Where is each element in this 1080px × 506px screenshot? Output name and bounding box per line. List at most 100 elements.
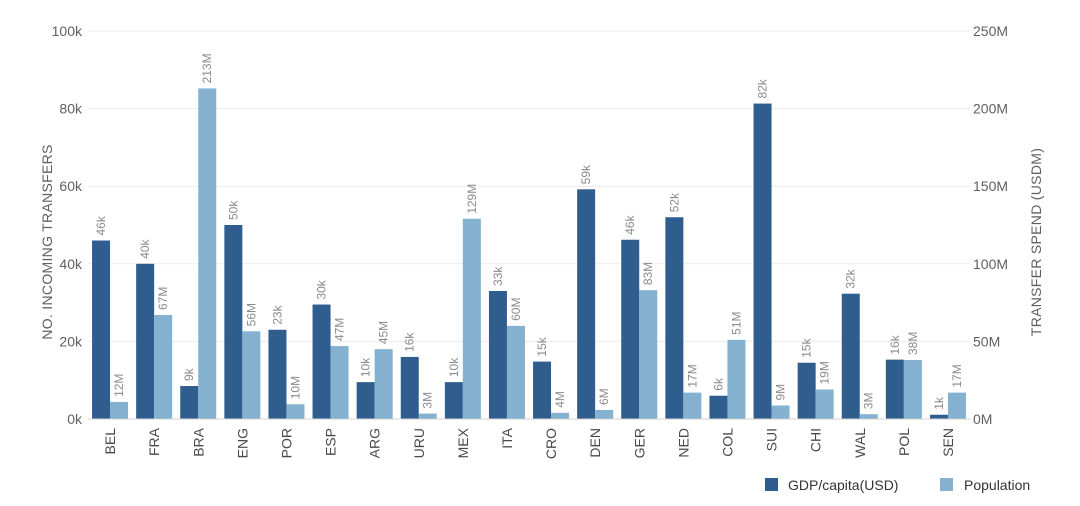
category-label-ger: GER [631,428,647,458]
bar-gdp-ger [621,239,640,419]
category-label-ita: ITA [499,427,515,448]
data-label-gdp-pol: 16k [888,334,902,354]
category-label-por: POR [278,428,294,458]
data-label-population-bra: 213M [200,53,214,83]
data-label-gdp-fra: 40k [138,238,152,258]
category-label-chi: CHI [808,428,824,452]
data-label-population-bel: 12M [112,374,126,397]
category-label-sen: SEN [940,428,956,457]
bar-population-esp [330,346,349,419]
bar-gdp-wal [841,293,860,419]
category-label-cro: CRO [543,428,559,459]
category-label-pol: POL [896,428,912,456]
data-label-gdp-mex: 10k [447,357,461,377]
right-tick-label: 0M [973,411,992,427]
left-axis-ticks: 0k 20k 40k 60k 80k 100k [52,23,83,427]
right-axis-title: TRANSFER SPEND (USDM) [1028,148,1044,336]
category-label-eng: ENG [234,428,250,458]
bar-population-pol [903,360,922,419]
left-tick-label: 60k [59,178,83,194]
data-label-population-ita: 60M [509,298,523,321]
data-label-gdp-wal: 32k [844,268,858,288]
category-label-fra: FRA [146,427,162,456]
left-tick-label: 20k [59,333,83,349]
data-label-gdp-sen: 1k [932,396,946,410]
data-labels: 46k 12M 40k 67M 9k 213M 50k 56M 23k 10M 30k 47M 10k 4… [94,53,964,409]
bar-gdp-sen [929,414,948,419]
data-label-population-esp: 47M [333,318,347,341]
category-label-bra: BRA [190,427,206,456]
data-label-population-mex: 129M [465,184,479,214]
bar-population-cro [551,412,570,419]
data-label-population-por: 10M [288,376,302,399]
bar-population-mex [462,218,481,419]
data-label-gdp-bel: 46k [94,215,108,235]
data-label-population-arg: 45M [377,321,391,344]
data-label-gdp-den: 59k [579,164,593,184]
right-tick-label: 200M [973,101,1008,117]
bar-population-sui [771,405,790,419]
bar-gdp-bra [180,386,199,419]
right-tick-label: 50M [973,333,1000,349]
bar-population-por [286,404,305,419]
data-label-gdp-bra: 9k [182,367,196,381]
bar-population-ger [639,290,658,419]
legend: GDP/capita(USD) Population [765,477,1030,493]
right-tick-label: 100M [973,256,1008,272]
data-label-gdp-uru: 16k [403,332,417,352]
bar-gdp-esp [312,304,331,419]
category-label-esp: ESP [323,428,339,456]
bar-gdp-col [709,395,728,419]
bar-population-ned [683,392,702,419]
data-label-population-pol: 38M [906,332,920,355]
data-label-population-wal: 3M [862,393,876,410]
bar-population-col [727,339,746,419]
bar-gdp-arg [356,382,375,419]
left-tick-label: 80k [59,101,83,117]
data-label-population-ned: 17M [685,364,699,387]
right-tick-label: 250M [973,23,1008,39]
data-label-gdp-cro: 15k [535,336,549,356]
category-label-col: COL [719,428,735,457]
bar-population-den [595,409,614,419]
category-label-uru: URU [411,428,427,458]
bar-gdp-ita [488,290,507,419]
data-label-gdp-ger: 46k [623,214,637,234]
data-label-population-sui: 9M [774,384,788,401]
bar-population-bra [198,88,217,419]
data-label-population-den: 6M [597,388,611,405]
category-label-sui: SUI [764,428,780,451]
bar-gdp-fra [136,263,155,419]
bar-population-bel [110,401,129,419]
category-labels: BEL FRA BRA ENG POR ESP ARG URU MEX ITA CRO DEN GER N… [102,427,956,459]
data-label-population-eng: 56M [244,303,258,326]
bar-gdp-den [577,189,596,419]
bar-population-uru [418,413,437,419]
data-label-population-col: 51M [729,312,743,335]
data-label-population-chi: 19M [818,361,832,384]
data-label-gdp-por: 23k [270,304,284,324]
category-label-ned: NED [675,428,691,458]
bar-gdp-mex [444,382,463,419]
grid-lines [88,30,970,342]
data-label-population-cro: 4M [553,391,567,408]
category-label-wal: WAL [852,428,868,458]
legend-label-population: Population [964,477,1030,493]
category-label-mex: MEX [455,427,471,458]
legend-swatch-population [940,478,953,491]
bar-gdp-eng [224,225,243,419]
bar-population-wal [859,414,878,419]
left-tick-label: 100k [52,23,83,39]
category-label-bel: BEL [102,428,118,455]
right-axis-ticks: 0M 50M 100M 150M 200M 250M [973,23,1008,427]
bar-gdp-chi [797,362,816,419]
data-label-gdp-ned: 52k [667,192,681,212]
legend-swatch-gdp [765,478,778,491]
bar-population-sen [947,392,966,419]
bar-gdp-pol [885,359,904,419]
bar-gdp-cro [533,361,552,419]
left-tick-label: 40k [59,256,83,272]
left-axis-title: NO. INCOMING TRANSFERS [39,144,55,339]
data-label-gdp-sui: 82k [756,78,770,98]
